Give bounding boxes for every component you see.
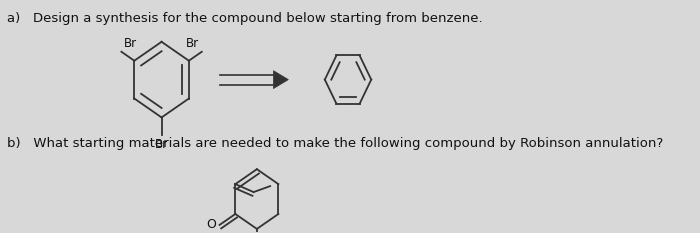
Polygon shape xyxy=(274,71,288,89)
Text: O: O xyxy=(206,218,216,231)
Text: Br: Br xyxy=(124,37,137,50)
Text: Br: Br xyxy=(155,138,168,151)
Text: a)   Design a synthesis for the compound below starting from benzene.: a) Design a synthesis for the compound b… xyxy=(6,12,482,25)
Text: b)   What starting materials are needed to make the following compound by Robins: b) What starting materials are needed to… xyxy=(6,137,663,150)
Text: Br: Br xyxy=(186,37,200,50)
